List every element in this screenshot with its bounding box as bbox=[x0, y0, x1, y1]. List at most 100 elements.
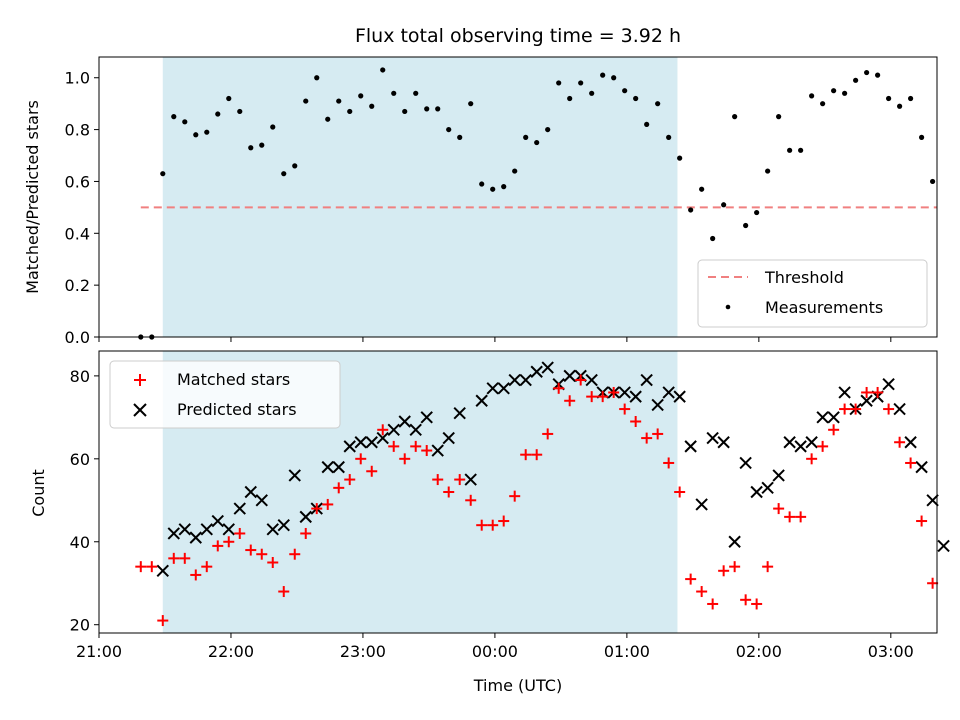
legend-predicted-swatch bbox=[133, 403, 147, 417]
matched-star-point bbox=[850, 403, 862, 415]
predicted-star-point bbox=[266, 523, 279, 536]
measurement-point bbox=[567, 95, 573, 102]
matched-star-point bbox=[586, 391, 598, 403]
matched-star-point bbox=[465, 494, 477, 506]
time-x-axis-label: Time (UTC) bbox=[473, 676, 562, 695]
matched-star-point bbox=[718, 565, 730, 577]
predicted-star-point bbox=[629, 390, 642, 403]
matched-star-point bbox=[619, 403, 631, 415]
matched-star-point bbox=[861, 386, 873, 398]
measurement-point bbox=[699, 186, 705, 192]
matched-star-point bbox=[432, 474, 444, 486]
y-tick-label: 0.6 bbox=[65, 172, 90, 191]
matched-star-point bbox=[377, 424, 389, 436]
measurement-point bbox=[226, 95, 232, 102]
predicted-star-point bbox=[332, 460, 345, 474]
matched-star-point bbox=[773, 503, 785, 515]
predicted-star-point bbox=[299, 510, 312, 524]
measurement-point bbox=[556, 80, 562, 86]
count-legend-box bbox=[109, 360, 341, 429]
predicted-star-point bbox=[761, 481, 774, 495]
measurement-point bbox=[743, 222, 749, 229]
measurement-point bbox=[776, 114, 782, 120]
matched-star-point bbox=[916, 515, 928, 527]
predicted-star-point bbox=[937, 539, 950, 553]
predicted-star-point bbox=[189, 531, 202, 544]
x-tick-label: 22:00 bbox=[208, 642, 254, 661]
predicted-star-point bbox=[530, 365, 543, 378]
matched-star-point bbox=[839, 403, 851, 415]
matched-star-point bbox=[190, 569, 202, 581]
measurement-point bbox=[457, 134, 463, 140]
measurement-point bbox=[314, 75, 320, 81]
predicted-star-point bbox=[882, 377, 895, 391]
matched-star-point bbox=[872, 386, 884, 398]
measurement-point bbox=[215, 111, 221, 117]
predicted-star-point bbox=[464, 473, 477, 486]
measurement-point bbox=[732, 114, 738, 120]
matched-star-point bbox=[762, 561, 774, 573]
chart-title: Flux total observing time = 3.92 h bbox=[355, 25, 681, 47]
matched-star-point bbox=[212, 540, 224, 552]
measurement-point bbox=[831, 88, 837, 94]
legend-measurements-label: Measurements bbox=[765, 298, 883, 317]
predicted-star-point bbox=[838, 386, 851, 399]
predicted-star-point bbox=[684, 440, 697, 453]
matched-star-point bbox=[135, 561, 147, 573]
x-tick-label: 23:00 bbox=[340, 642, 386, 661]
predicted-star-point bbox=[387, 423, 400, 437]
matched-star-point bbox=[883, 403, 895, 415]
measurement-point bbox=[292, 163, 298, 169]
predicted-star-point bbox=[244, 485, 257, 499]
x-tick-label: 03:00 bbox=[868, 642, 914, 661]
matched-star-point bbox=[575, 374, 587, 386]
matched-star-point bbox=[641, 432, 653, 444]
measurement-point bbox=[336, 98, 342, 104]
predicted-star-point bbox=[827, 411, 840, 424]
predicted-star-point bbox=[783, 436, 796, 449]
predicted-star-point bbox=[915, 460, 928, 474]
matched-star-point bbox=[806, 453, 818, 465]
predicted-star-point bbox=[167, 527, 180, 540]
predicted-star-point bbox=[717, 436, 730, 449]
measurement-point bbox=[633, 95, 639, 102]
measurement-point bbox=[754, 209, 760, 216]
measurement-point bbox=[160, 171, 166, 177]
measurement-points bbox=[138, 67, 936, 340]
predicted-star-point bbox=[409, 423, 422, 437]
measurement-point bbox=[611, 75, 617, 81]
measurement-point bbox=[347, 108, 353, 115]
predicted-star-point bbox=[695, 498, 708, 511]
measurement-point bbox=[688, 207, 694, 213]
matched-star-point bbox=[751, 598, 763, 610]
matched-star-point bbox=[608, 386, 620, 398]
matched-star-point bbox=[630, 416, 642, 427]
matched-star-point bbox=[597, 391, 609, 403]
matched-star-point bbox=[520, 449, 532, 461]
x-tick-label: 01:00 bbox=[604, 642, 650, 661]
predicted-star-point bbox=[706, 431, 719, 445]
measurement-point bbox=[864, 69, 870, 76]
matched-star-point bbox=[366, 465, 378, 477]
ratio-legend-box bbox=[697, 259, 928, 328]
count-legend: Matched stars Predicted stars bbox=[109, 360, 341, 429]
matched-star-point bbox=[927, 577, 939, 589]
matched-star-point bbox=[267, 557, 279, 568]
measurement-point bbox=[248, 145, 254, 151]
matched-star-point bbox=[344, 474, 356, 486]
predicted-star-point bbox=[805, 436, 818, 449]
measurement-point bbox=[402, 108, 408, 115]
measurement-point bbox=[930, 178, 936, 185]
measurement-point bbox=[435, 106, 441, 112]
matched-star-point bbox=[311, 503, 323, 515]
predicted-star-point bbox=[475, 394, 488, 407]
measurement-point bbox=[171, 114, 177, 120]
matched-star-points bbox=[135, 374, 939, 627]
measurement-point bbox=[886, 95, 892, 102]
measurement-point bbox=[622, 88, 628, 94]
matched-star-point bbox=[685, 573, 697, 585]
measurement-point bbox=[787, 147, 793, 153]
matched-star-point bbox=[256, 548, 268, 560]
matched-star-point bbox=[355, 453, 367, 465]
